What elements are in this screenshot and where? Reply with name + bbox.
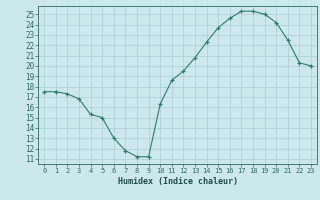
X-axis label: Humidex (Indice chaleur): Humidex (Indice chaleur): [118, 177, 238, 186]
